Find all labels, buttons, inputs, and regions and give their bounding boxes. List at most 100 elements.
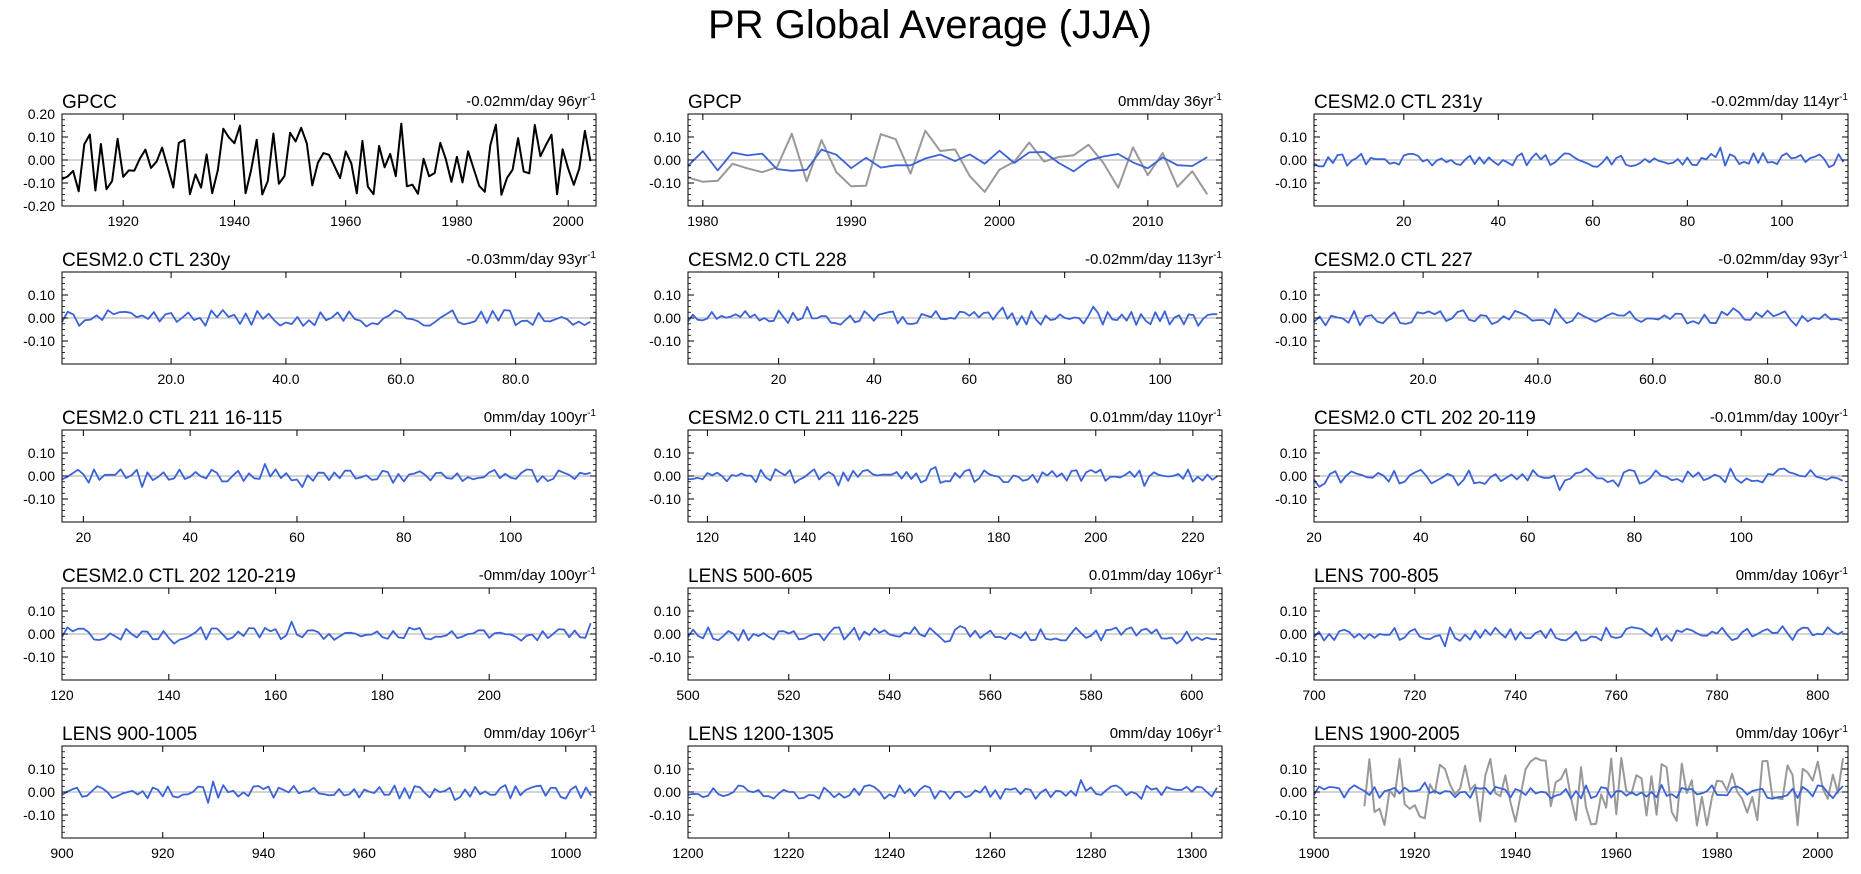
x-tick-label: 1940 (1500, 845, 1531, 861)
x-tick-label: 20 (1396, 213, 1412, 229)
panel-1: GPCC -0.02mm/day 96yr-1 0.20 0.10 0.00 -0.10 -… (23, 92, 597, 229)
x-tick-label: 140 (157, 687, 181, 703)
x-tick-label: 80 (1057, 371, 1073, 387)
x-tick-label: 60.0 (1639, 371, 1666, 387)
y-tick-label: 0.00 (654, 626, 681, 642)
panel-trend: 0mm/day 106yr-1 (1110, 724, 1223, 742)
panels-grid: GPCC -0.02mm/day 96yr-1 0.20 0.10 0.00 -0.10 -… (23, 92, 1849, 861)
series-line-model (61, 780, 592, 804)
series-line-model (1313, 467, 1844, 492)
panel-label: CESM2.0 CTL 202 120-219 (62, 566, 296, 587)
y-tick-label: 0.10 (654, 761, 681, 777)
x-tick-label: 1300 (1176, 845, 1207, 861)
x-tick-label: 1980 (441, 213, 472, 229)
x-tick-label: 760 (1605, 687, 1629, 703)
y-tick-label: 0.10 (28, 445, 55, 461)
panel-trend: -0mm/day 100yr-1 (479, 566, 597, 584)
figure-title: PR Global Average (JJA) (708, 3, 1152, 47)
x-tick-label: 780 (1705, 687, 1729, 703)
y-tick-label: 0.00 (1280, 468, 1307, 484)
series-line-model (61, 620, 592, 645)
panel-2: GPCP 0mm/day 36yr-1 0.10 0.00 -0.10 1980 1990 2… (649, 92, 1223, 229)
x-tick-label: 20 (1306, 529, 1322, 545)
series-line-model (687, 305, 1218, 327)
y-tick-label: -0.10 (1275, 333, 1307, 349)
panel-13: LENS 900-1005 0mm/day 106yr-1 0.10 0.00 -0.1… (23, 724, 597, 861)
panel-trend: -0.01mm/day 100yr-1 (1710, 408, 1849, 426)
y-tick-label: 0.00 (28, 784, 55, 800)
x-tick-label: 80.0 (502, 371, 529, 387)
x-tick-label: 1280 (1075, 845, 1106, 861)
x-tick-label: 1920 (1399, 845, 1430, 861)
x-tick-label: 60 (1520, 529, 1536, 545)
x-tick-label: 200 (1084, 529, 1108, 545)
panel-label: LENS 1900-2005 (1314, 724, 1460, 745)
x-tick-label: 2000 (1802, 845, 1833, 861)
y-tick-label: 0.10 (1280, 761, 1307, 777)
x-tick-label: 180 (371, 687, 395, 703)
y-tick-label: -0.10 (649, 491, 681, 507)
x-tick-label: 60 (962, 371, 978, 387)
panel-10: CESM2.0 CTL 202 120-219 -0mm/day 100yr-1 0… (23, 566, 597, 703)
x-tick-label: 40.0 (1524, 371, 1551, 387)
x-tick-label: 1220 (773, 845, 804, 861)
x-tick-label: 80 (1627, 529, 1643, 545)
x-tick-label: 20.0 (157, 371, 184, 387)
y-tick-label: 0.10 (654, 287, 681, 303)
x-tick-label: 500 (676, 687, 700, 703)
x-tick-label: 40 (866, 371, 882, 387)
x-tick-label: 800 (1806, 687, 1830, 703)
panel-4: CESM2.0 CTL 230y -0.03mm/day 93yr-1 0.10 0.… (23, 250, 597, 387)
y-tick-label: 0.10 (654, 445, 681, 461)
x-tick-label: 540 (878, 687, 902, 703)
panel-label: CESM2.0 CTL 231y (1314, 92, 1483, 113)
x-tick-label: 1980 (687, 213, 718, 229)
panel-label: CESM2.0 CTL 227 (1314, 250, 1473, 271)
panel-label: CESM2.0 CTL 211 116-225 (688, 408, 919, 429)
series-line-model (1313, 781, 1844, 800)
series-line-model (1313, 146, 1845, 169)
x-tick-label: 1000 (550, 845, 581, 861)
x-tick-label: 160 (264, 687, 288, 703)
y-tick-label: 0.10 (654, 129, 681, 145)
panel-trend: 0mm/day 106yr-1 (1736, 724, 1849, 742)
x-tick-label: 60.0 (387, 371, 414, 387)
y-tick-label: 0.00 (1280, 626, 1307, 642)
x-tick-label: 100 (1770, 213, 1794, 229)
panel-9: CESM2.0 CTL 202 20-119 -0.01mm/day 100yr-… (1275, 408, 1849, 545)
y-tick-label: 0.10 (654, 603, 681, 619)
panel-trend: -0.03mm/day 93yr-1 (466, 250, 596, 268)
x-tick-label: 80 (1680, 213, 1696, 229)
x-tick-label: 1200 (672, 845, 703, 861)
x-tick-label: 720 (1403, 687, 1427, 703)
x-tick-label: 40 (1491, 213, 1507, 229)
panel-12: LENS 700-805 0mm/day 106yr-1 0.10 0.00 -0.10… (1275, 566, 1849, 703)
x-tick-label: 20 (76, 529, 92, 545)
x-tick-label: 1920 (108, 213, 139, 229)
x-tick-label: 960 (353, 845, 377, 861)
y-tick-label: 0.00 (28, 626, 55, 642)
y-tick-label: 0.10 (1280, 287, 1307, 303)
y-tick-label: -0.10 (23, 807, 55, 823)
y-tick-label: -0.10 (23, 333, 55, 349)
panel-label: CESM2.0 CTL 202 20-119 (1314, 408, 1536, 429)
y-tick-label: -0.10 (1275, 491, 1307, 507)
x-tick-label: 160 (890, 529, 914, 545)
x-tick-label: 140 (793, 529, 817, 545)
y-tick-label: 0.20 (28, 106, 55, 122)
y-tick-label: -0.10 (23, 491, 55, 507)
series-line-obs (1363, 756, 1844, 827)
y-tick-label: 0.00 (1280, 152, 1307, 168)
y-tick-label: 0.00 (1280, 784, 1307, 800)
y-tick-label: 0.10 (28, 603, 55, 619)
y-tick-label: 0.00 (654, 784, 681, 800)
panel-trend: 0.01mm/day 110yr-1 (1090, 408, 1222, 426)
panel-trend: 0mm/day 106yr-1 (484, 724, 597, 742)
panel-label: LENS 700-805 (1314, 566, 1439, 587)
x-tick-label: 20.0 (1409, 371, 1436, 387)
x-tick-label: 560 (979, 687, 1003, 703)
series-line-model (61, 463, 591, 488)
y-tick-label: 0.00 (28, 152, 55, 168)
y-tick-label: -0.10 (1275, 807, 1307, 823)
